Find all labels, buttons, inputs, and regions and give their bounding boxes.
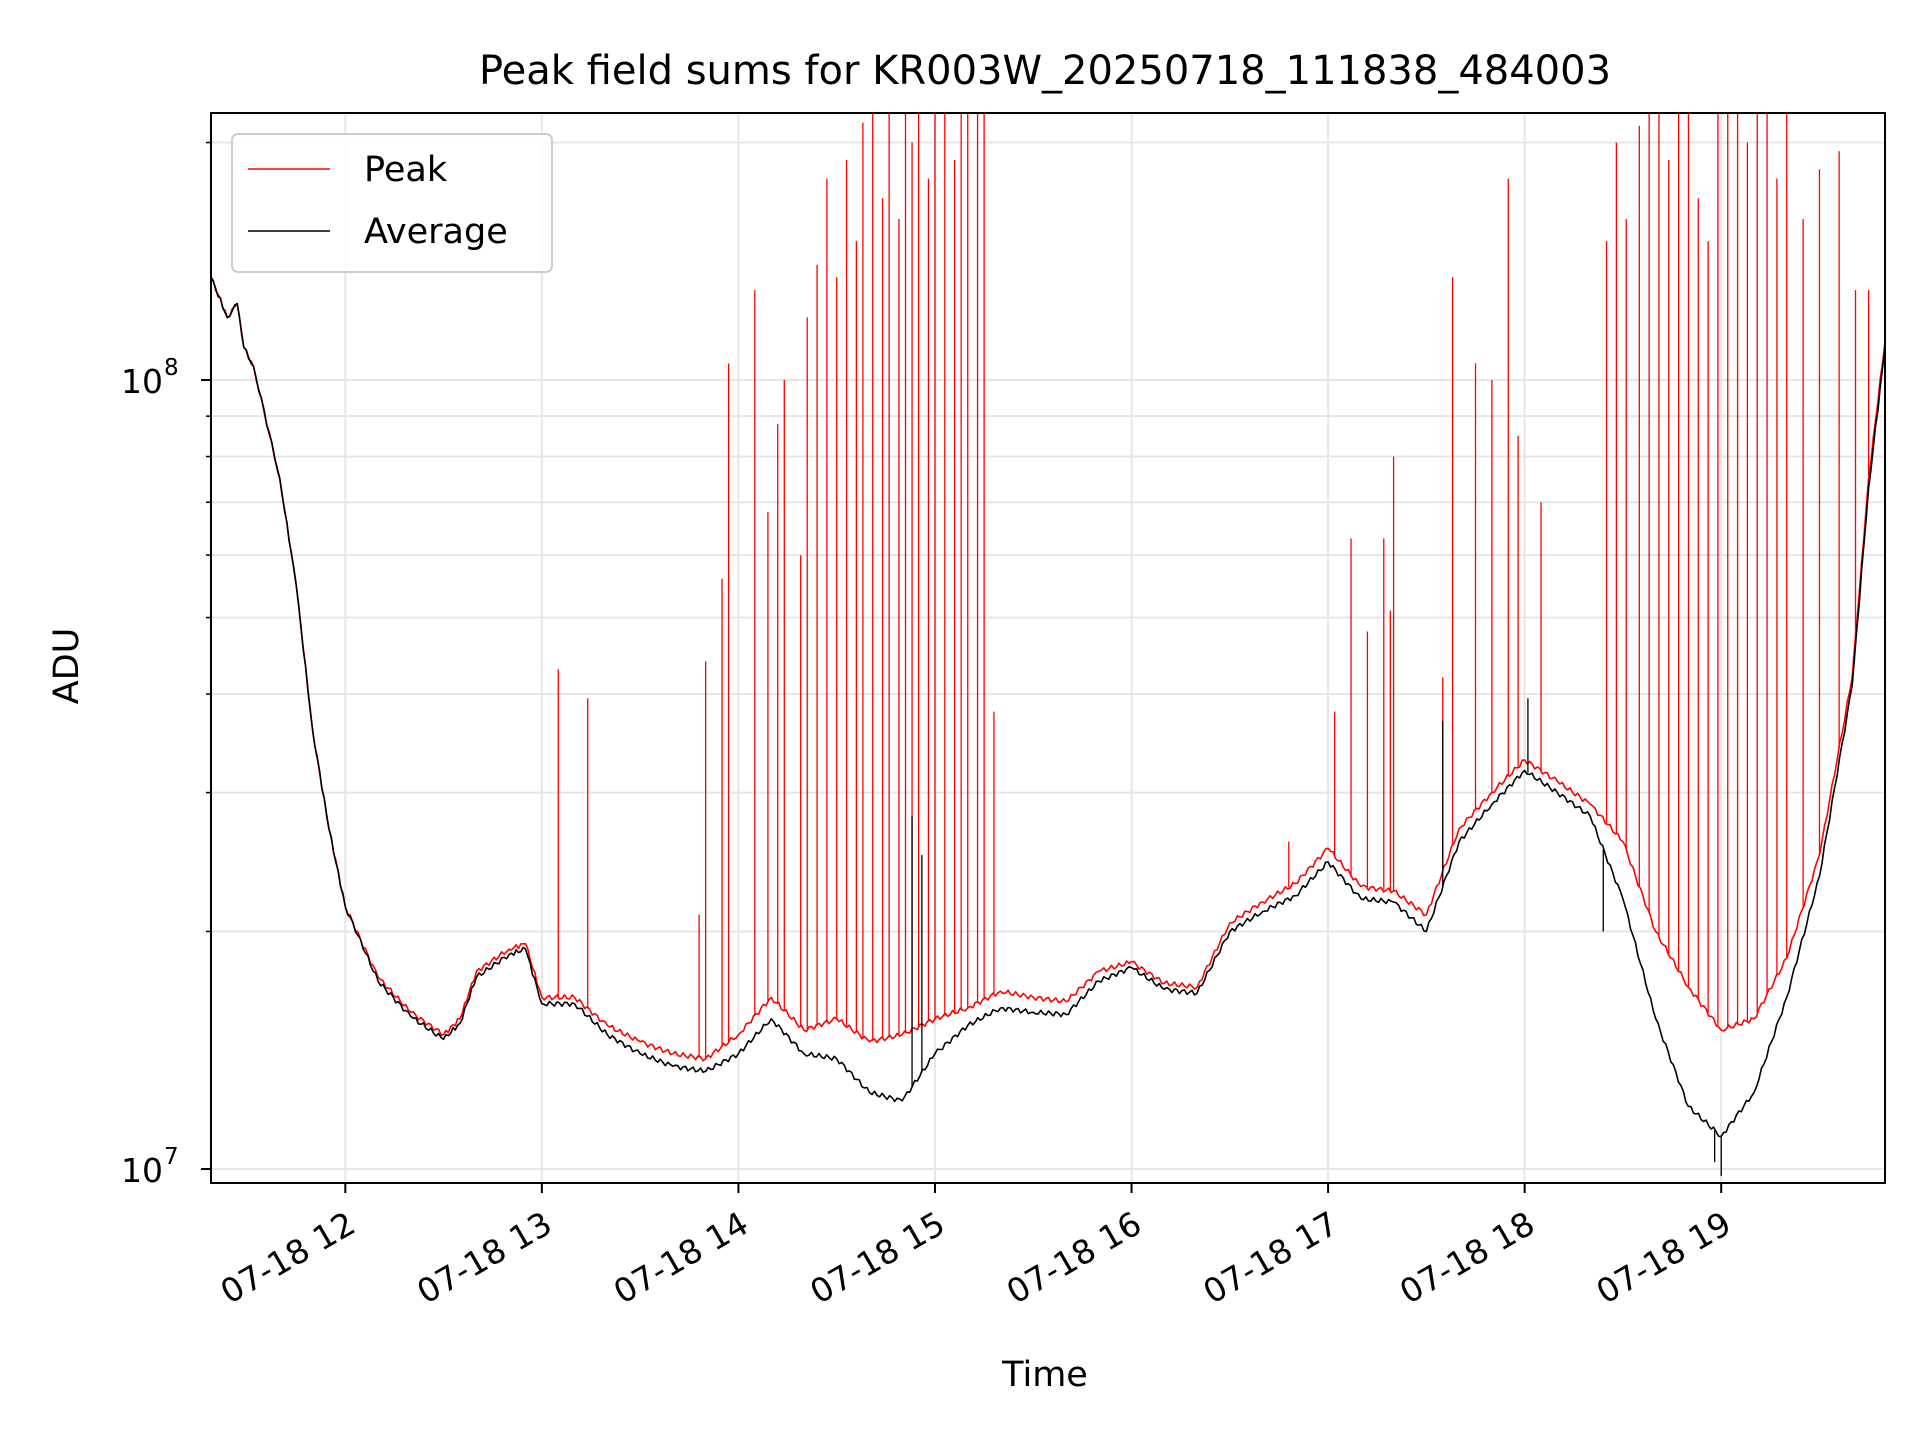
- legend-label-average: Average: [364, 212, 508, 252]
- series-line-average: [210, 276, 1886, 1138]
- plot-area-frame: [210, 112, 1886, 1184]
- legend-label-peak: Peak: [364, 150, 448, 190]
- y-tick-label-exponent: 7: [164, 1144, 179, 1170]
- y-axis-label: ADU: [47, 628, 87, 705]
- y-tick-label: 10: [121, 362, 163, 401]
- y-tick-label: 10: [121, 1151, 163, 1190]
- y-tick-label-exponent: 8: [164, 355, 179, 381]
- chart-title: Peak field sums for KR003W_20250718_1118…: [479, 48, 1611, 94]
- series-line-peak: [210, 276, 1886, 1062]
- plot-series: [210, 113, 1886, 1176]
- x-axis-label: Time: [1001, 1355, 1088, 1395]
- legend: Peak Average: [231, 133, 553, 273]
